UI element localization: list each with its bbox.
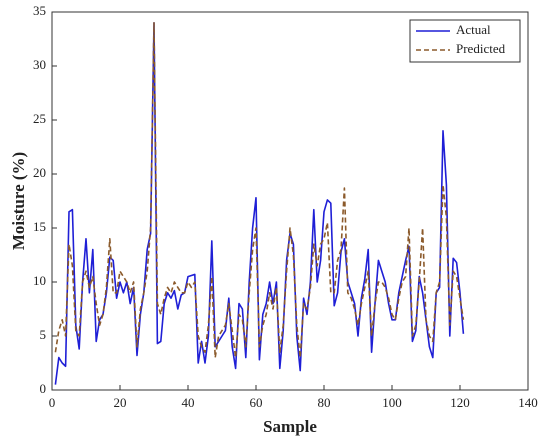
y-tick-label: 10 bbox=[33, 273, 46, 288]
x-axis-label: Sample bbox=[263, 417, 317, 436]
x-tick-label: 40 bbox=[182, 395, 195, 410]
y-tick-label: 0 bbox=[40, 381, 47, 396]
x-tick-label: 100 bbox=[382, 395, 402, 410]
y-tick-label: 35 bbox=[33, 3, 46, 18]
x-tick-label: 140 bbox=[518, 395, 538, 410]
legend-label: Actual bbox=[456, 22, 491, 37]
plot-frame bbox=[51, 11, 529, 391]
y-tick-label: 5 bbox=[40, 327, 47, 342]
data-line bbox=[54, 22, 465, 359]
x-tick-label: 80 bbox=[318, 395, 331, 410]
legend-box bbox=[409, 19, 521, 63]
y-axis-label: Moisture (%) bbox=[9, 152, 28, 250]
data-line bbox=[54, 22, 465, 385]
x-tick-label: 0 bbox=[49, 395, 56, 410]
y-tick-label: 20 bbox=[33, 165, 46, 180]
x-tick-label: 20 bbox=[114, 395, 127, 410]
y-tick-label: 15 bbox=[33, 219, 46, 234]
x-tick-label: 120 bbox=[450, 395, 470, 410]
y-tick-label: 30 bbox=[33, 57, 46, 72]
x-tick-label: 60 bbox=[250, 395, 263, 410]
y-tick-label: 25 bbox=[33, 111, 46, 126]
legend-label: Predicted bbox=[456, 41, 506, 56]
